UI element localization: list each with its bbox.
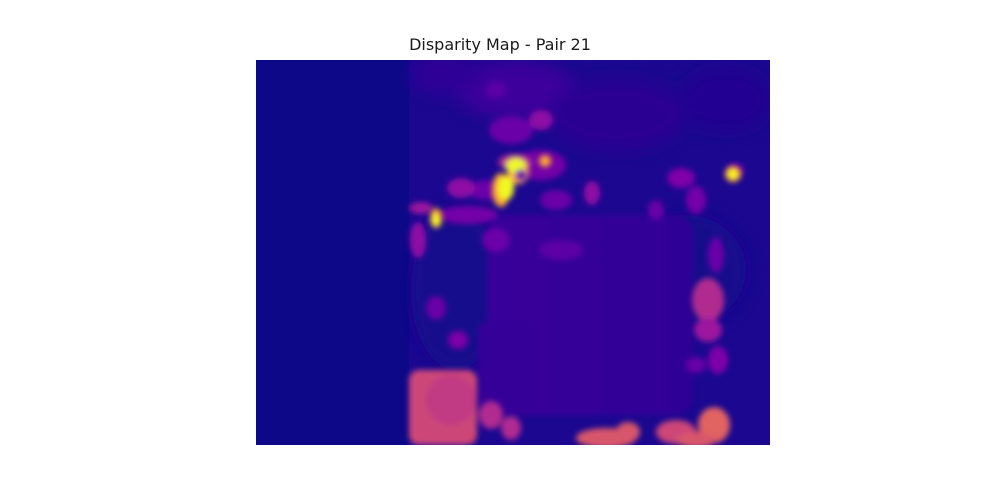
central-plane	[478, 215, 693, 415]
disparity-map-graphic	[256, 60, 770, 445]
left-flat-region	[256, 60, 409, 445]
near-disparity-regions	[409, 370, 730, 445]
far-disparity-peaks	[430, 154, 741, 228]
disparity-map-image	[256, 60, 770, 445]
figure-title: Disparity Map - Pair 21	[409, 35, 591, 54]
